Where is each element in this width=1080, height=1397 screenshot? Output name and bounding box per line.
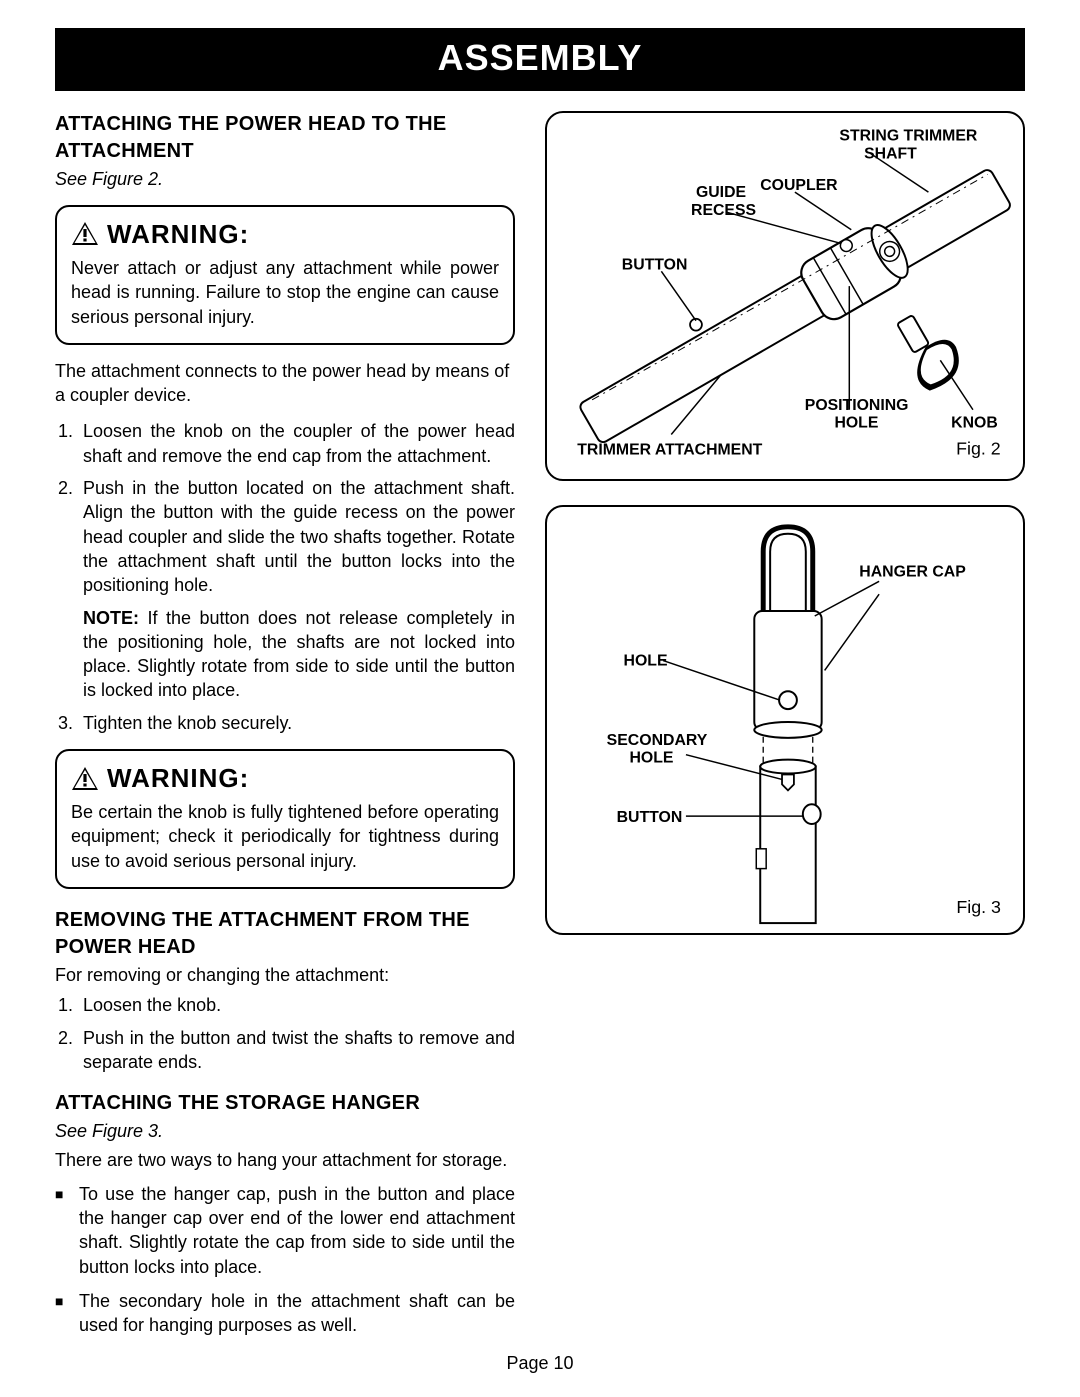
figure3-caption: Fig. 3: [956, 897, 1001, 917]
label-button-fig3: BUTTON: [617, 809, 683, 826]
label-coupler: COUPLER: [760, 177, 838, 194]
label-secondary: SECONDARY: [607, 731, 708, 748]
warning1-header: WARNING:: [71, 217, 499, 252]
step-body: Tighten the knob securely.: [83, 711, 515, 735]
step-number: 2.: [55, 1026, 73, 1075]
section1-intro: The attachment connects to the power hea…: [55, 359, 515, 408]
label-hole: HOLE: [624, 652, 668, 669]
section1-see-figure: See Figure 2.: [55, 167, 515, 191]
warning-icon: [71, 221, 99, 247]
section3-heading: ATTACHING THE STORAGE HANGER: [55, 1090, 515, 1117]
section1-steps: 1. Loosen the knob on the coupler of the…: [55, 419, 515, 735]
page-title-bar: ASSEMBLY: [55, 28, 1025, 91]
warning2-header: WARNING:: [71, 761, 499, 796]
step-body: Push in the button and twist the shafts …: [83, 1026, 515, 1075]
step2-text: Push in the button located on the attach…: [83, 478, 515, 595]
section2-heading: REMOVING THE ATTACHMENT FROM THE POWER H…: [55, 907, 515, 961]
label-string-trimmer: STRING TRIMMER: [839, 127, 977, 144]
bullet-body: The secondary hole in the attachment sha…: [79, 1289, 515, 1338]
left-column: ATTACHING THE POWER HEAD TO THE ATTACHME…: [55, 111, 515, 1348]
list-item: ■ The secondary hole in the attachment s…: [55, 1289, 515, 1338]
warning1-title: WARNING:: [107, 217, 249, 252]
bullet-icon: ■: [55, 1289, 67, 1338]
section1-heading: ATTACHING THE POWER HEAD TO THE ATTACHME…: [55, 111, 515, 165]
note-label: NOTE:: [83, 608, 139, 628]
label-trimmer-attachment: TRIMMER ATTACHMENT: [577, 441, 762, 458]
step-body: Loosen the knob.: [83, 993, 515, 1017]
list-item: 3. Tighten the knob securely.: [55, 711, 515, 735]
step-number: 1.: [55, 993, 73, 1017]
note-block: NOTE: If the button does not release com…: [83, 606, 515, 703]
warning-icon: [71, 766, 99, 792]
right-column: STRING TRIMMER SHAFT COUPLER GUIDE RECES…: [545, 111, 1025, 1348]
section3-intro: There are two ways to hang your attachme…: [55, 1148, 515, 1172]
section2-intro: For removing or changing the attachment:: [55, 963, 515, 987]
list-item: 1. Loosen the knob on the coupler of the…: [55, 419, 515, 468]
figure-3-frame: HANGER CAP HOLE SECONDARY HOLE BUTTON Fi…: [545, 505, 1025, 935]
step-body: Push in the button located on the attach…: [83, 476, 515, 703]
list-item: 2. Push in the button and twist the shaf…: [55, 1026, 515, 1075]
label-knob: KNOB: [951, 414, 998, 431]
figure-2-svg: STRING TRIMMER SHAFT COUPLER GUIDE RECES…: [547, 113, 1023, 479]
warning-box-2: WARNING: Be certain the knob is fully ti…: [55, 749, 515, 889]
figure-3-svg: HANGER CAP HOLE SECONDARY HOLE BUTTON Fi…: [547, 507, 1023, 933]
section3-see-figure: See Figure 3.: [55, 1119, 515, 1143]
warning-box-1: WARNING: Never attach or adjust any atta…: [55, 205, 515, 345]
step-number: 2.: [55, 476, 73, 703]
label-hole: HOLE: [834, 414, 878, 431]
label-button: BUTTON: [622, 256, 688, 273]
figure2-caption: Fig. 2: [956, 438, 1001, 458]
step-number: 1.: [55, 419, 73, 468]
figure-2-frame: STRING TRIMMER SHAFT COUPLER GUIDE RECES…: [545, 111, 1025, 481]
label-positioning: POSITIONING: [805, 396, 909, 413]
step-number: 3.: [55, 711, 73, 735]
bullet-body: To use the hanger cap, push in the butto…: [79, 1182, 515, 1279]
section2-steps: 1. Loosen the knob. 2. Push in the butto…: [55, 993, 515, 1074]
step-body: Loosen the knob on the coupler of the po…: [83, 419, 515, 468]
list-item: 2. Push in the button located on the att…: [55, 476, 515, 703]
label-hanger-cap: HANGER CAP: [859, 563, 966, 580]
section3-bullets: ■ To use the hanger cap, push in the but…: [55, 1182, 515, 1338]
note-body: If the button does not release completel…: [83, 608, 515, 701]
list-item: 1. Loosen the knob.: [55, 993, 515, 1017]
bullet-icon: ■: [55, 1182, 67, 1279]
label-guide: GUIDE: [696, 184, 746, 201]
label-shaft: SHAFT: [864, 145, 917, 162]
warning2-body: Be certain the knob is fully tightened b…: [71, 800, 499, 873]
label-secondary-hole: HOLE: [629, 749, 673, 766]
label-recess: RECESS: [691, 201, 756, 218]
warning1-body: Never attach or adjust any attachment wh…: [71, 256, 499, 329]
two-column-layout: ATTACHING THE POWER HEAD TO THE ATTACHME…: [55, 111, 1025, 1348]
list-item: ■ To use the hanger cap, push in the but…: [55, 1182, 515, 1279]
warning2-title: WARNING:: [107, 761, 249, 796]
page-footer: Page 10: [0, 1351, 1080, 1375]
